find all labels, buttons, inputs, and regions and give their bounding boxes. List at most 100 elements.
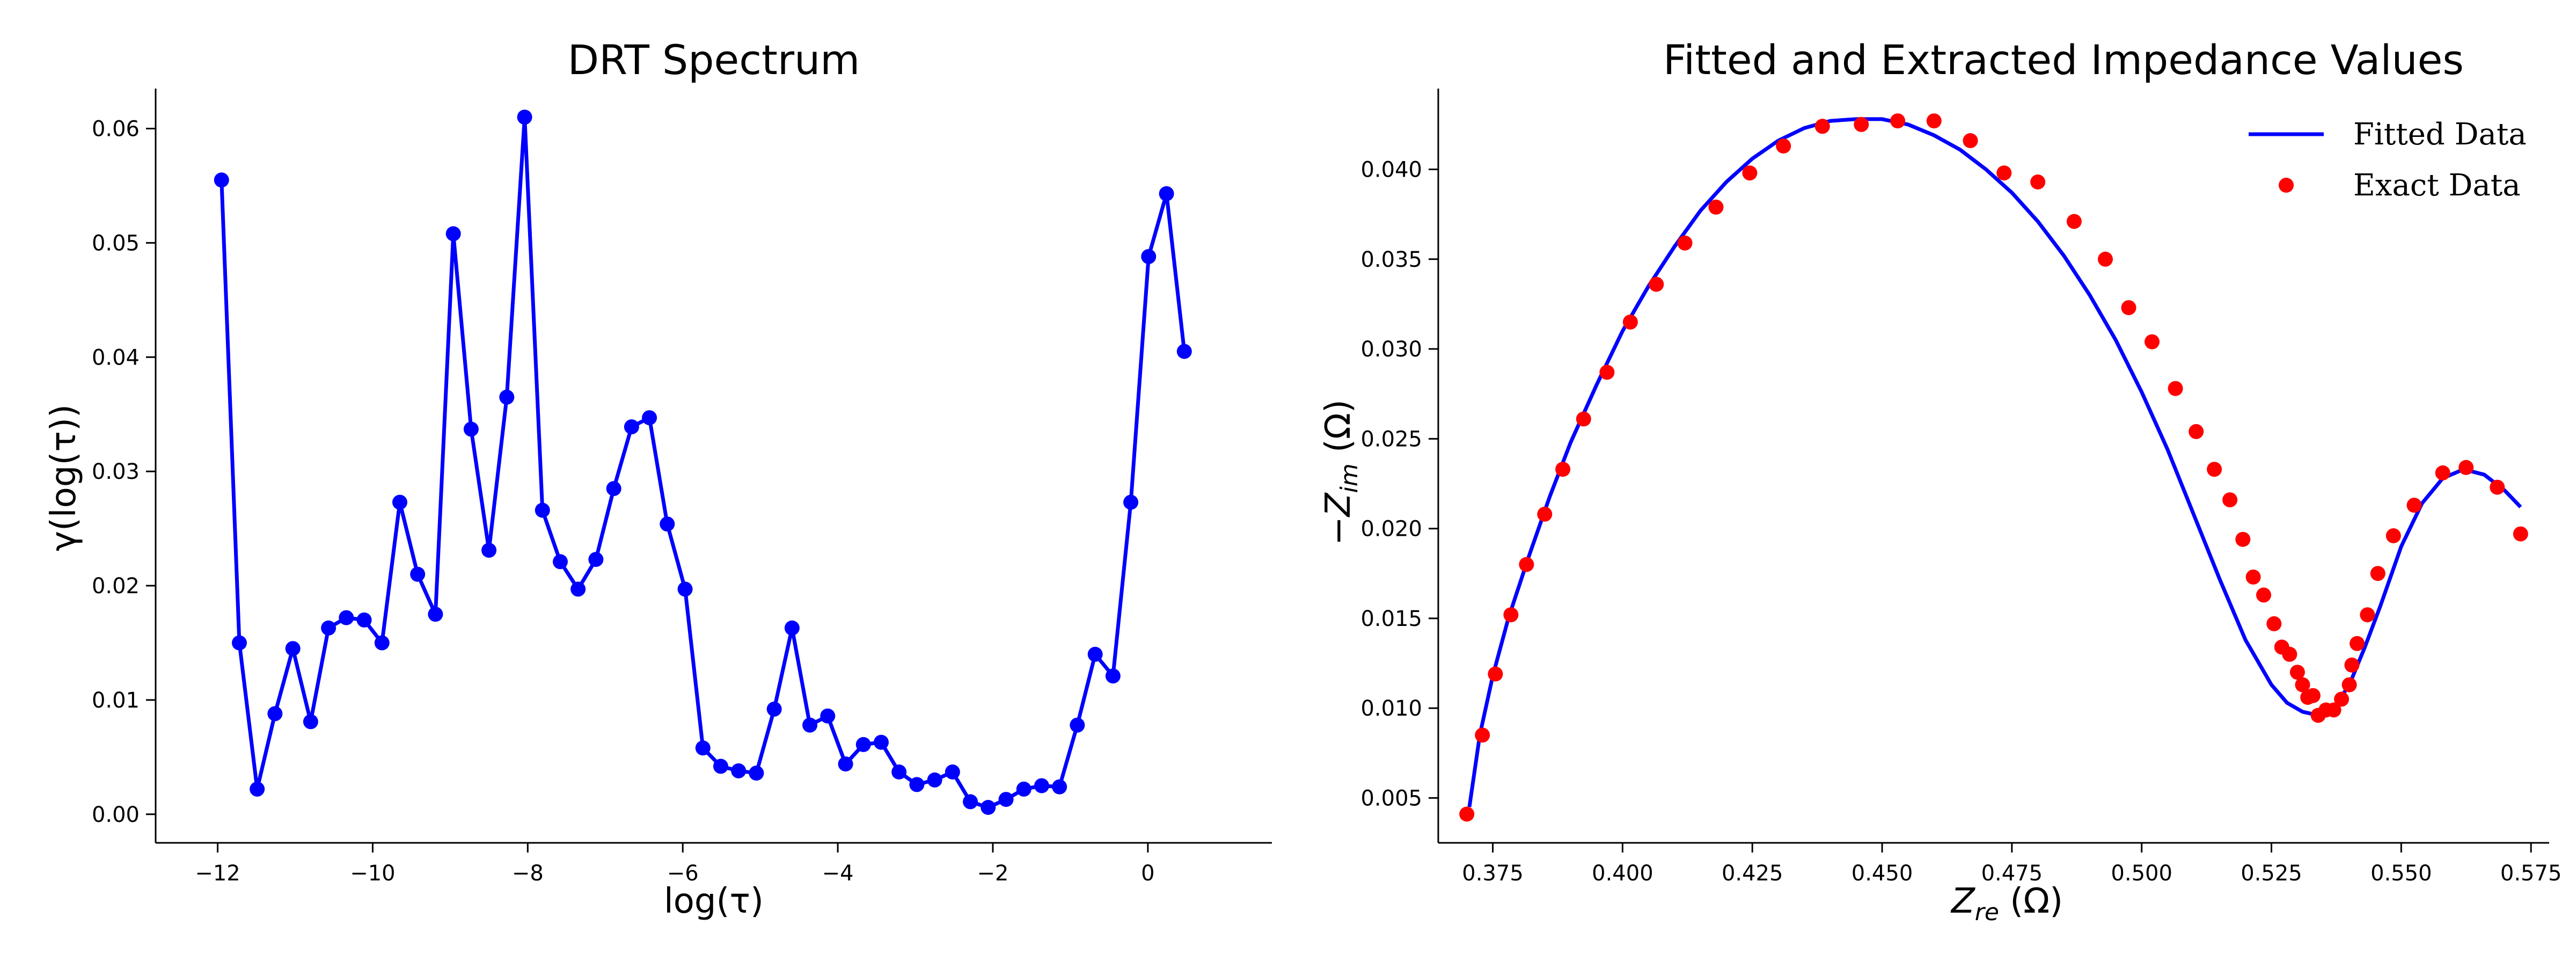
data-point bbox=[1537, 506, 1553, 522]
data-point bbox=[553, 554, 568, 570]
data-point bbox=[945, 764, 960, 779]
data-point bbox=[1649, 276, 1664, 292]
data-point bbox=[250, 781, 265, 797]
y-ticks: 0.00 0.01 0.02 0.03 0.04 0.05 0.06 bbox=[92, 117, 156, 827]
data-point bbox=[1459, 806, 1475, 822]
data-point bbox=[642, 410, 657, 426]
x-tick-label: 0.550 bbox=[2370, 861, 2432, 886]
data-point bbox=[1854, 116, 1869, 132]
data-point bbox=[2385, 528, 2401, 543]
data-point bbox=[2350, 636, 2365, 651]
data-point bbox=[980, 800, 996, 815]
data-point bbox=[1519, 557, 1534, 572]
y-tick-label: 0.035 bbox=[1360, 247, 1422, 272]
y-tick-label: 0.05 bbox=[92, 231, 140, 256]
data-point bbox=[1996, 165, 2012, 181]
data-point bbox=[570, 581, 586, 597]
data-point bbox=[2458, 460, 2474, 475]
data-point bbox=[2235, 531, 2251, 547]
y-tick-label: 0.030 bbox=[1360, 337, 1422, 362]
y-tick-label: 0.015 bbox=[1360, 607, 1422, 631]
data-point bbox=[749, 766, 764, 781]
data-point bbox=[802, 717, 818, 733]
data-point bbox=[2344, 657, 2360, 673]
data-point bbox=[1176, 344, 1192, 359]
chart-title: DRT Spectrum bbox=[568, 36, 860, 84]
y-tick-label: 0.06 bbox=[92, 117, 140, 142]
data-point bbox=[909, 777, 925, 792]
data-point bbox=[2256, 587, 2271, 603]
impedance-panel: Fitted and Extracted Impedance Values 0.… bbox=[1319, 36, 2562, 926]
data-point bbox=[2189, 424, 2204, 439]
data-point bbox=[374, 635, 390, 651]
data-point bbox=[1555, 462, 1571, 477]
data-point bbox=[410, 566, 426, 582]
data-point bbox=[303, 714, 318, 730]
data-point bbox=[463, 421, 479, 437]
data-point bbox=[339, 610, 354, 625]
legend-marker bbox=[2279, 178, 2294, 193]
data-point bbox=[2370, 566, 2385, 581]
data-point bbox=[927, 772, 942, 788]
data-point bbox=[1776, 139, 1791, 154]
data-point bbox=[392, 494, 407, 510]
data-point bbox=[2360, 607, 2375, 623]
data-point bbox=[695, 740, 711, 756]
plot-area bbox=[1459, 113, 2528, 822]
data-point bbox=[891, 764, 907, 779]
data-point bbox=[1890, 113, 1906, 129]
data-point bbox=[2435, 465, 2450, 480]
x-tick-label: −4 bbox=[822, 861, 854, 886]
y-axis-label: −Zim (Ω) bbox=[1319, 399, 1363, 545]
y-tick-label: 0.00 bbox=[92, 803, 140, 827]
x-tick-label: −2 bbox=[977, 861, 1009, 886]
data-point bbox=[356, 612, 372, 628]
data-point bbox=[2145, 334, 2160, 349]
data-point bbox=[1814, 119, 1830, 134]
data-point bbox=[2282, 646, 2297, 662]
data-point bbox=[2341, 677, 2357, 693]
data-point bbox=[2098, 251, 2113, 267]
x-tick-label: 0.575 bbox=[2500, 861, 2562, 886]
data-point bbox=[713, 759, 728, 774]
data-point bbox=[1141, 249, 1157, 264]
data-point bbox=[232, 635, 247, 651]
legend-label: Exact Data bbox=[2353, 168, 2521, 203]
data-point bbox=[1034, 778, 1049, 793]
x-tick-label: 0.525 bbox=[2241, 861, 2302, 886]
x-tick-label: 0.500 bbox=[2111, 861, 2172, 886]
data-point bbox=[1070, 717, 1085, 733]
data-point bbox=[1599, 365, 1615, 380]
y-tick-label: 0.010 bbox=[1360, 696, 1422, 721]
y-tick-label: 0.025 bbox=[1360, 427, 1422, 451]
x-tick-label: 0.450 bbox=[1851, 861, 1913, 886]
data-point bbox=[677, 581, 693, 597]
x-tick-label: −12 bbox=[195, 861, 240, 886]
chart-title: Fitted and Extracted Impedance Values bbox=[1663, 36, 2464, 84]
data-point bbox=[1677, 235, 1693, 251]
data-point bbox=[1963, 133, 1978, 148]
drt-spectrum-panel: DRT Spectrum −12 −10 −8 −6 −4 −2 0 0.000.010.0… bbox=[44, 36, 1272, 921]
data-point bbox=[2334, 691, 2350, 707]
data-point bbox=[731, 763, 747, 778]
data-point bbox=[214, 172, 229, 188]
data-point bbox=[963, 794, 978, 810]
x-tick-label: 0.375 bbox=[1462, 861, 1524, 886]
legend: Fitted Data Exact Data bbox=[2249, 117, 2527, 203]
x-tick-label: −6 bbox=[667, 861, 699, 886]
data-point bbox=[2168, 381, 2183, 396]
data-point bbox=[784, 620, 800, 636]
x-tick-label: 0.425 bbox=[1722, 861, 1783, 886]
data-point bbox=[998, 792, 1014, 807]
data-point bbox=[517, 110, 532, 125]
data-point bbox=[2030, 174, 2046, 190]
x-tick-label: −8 bbox=[512, 861, 544, 886]
data-point bbox=[428, 607, 443, 622]
data-point bbox=[766, 701, 782, 717]
data-point bbox=[2207, 462, 2222, 477]
y-tick-label: 0.02 bbox=[92, 574, 140, 599]
data-point bbox=[660, 516, 675, 532]
x-tick-label: −10 bbox=[350, 861, 395, 886]
